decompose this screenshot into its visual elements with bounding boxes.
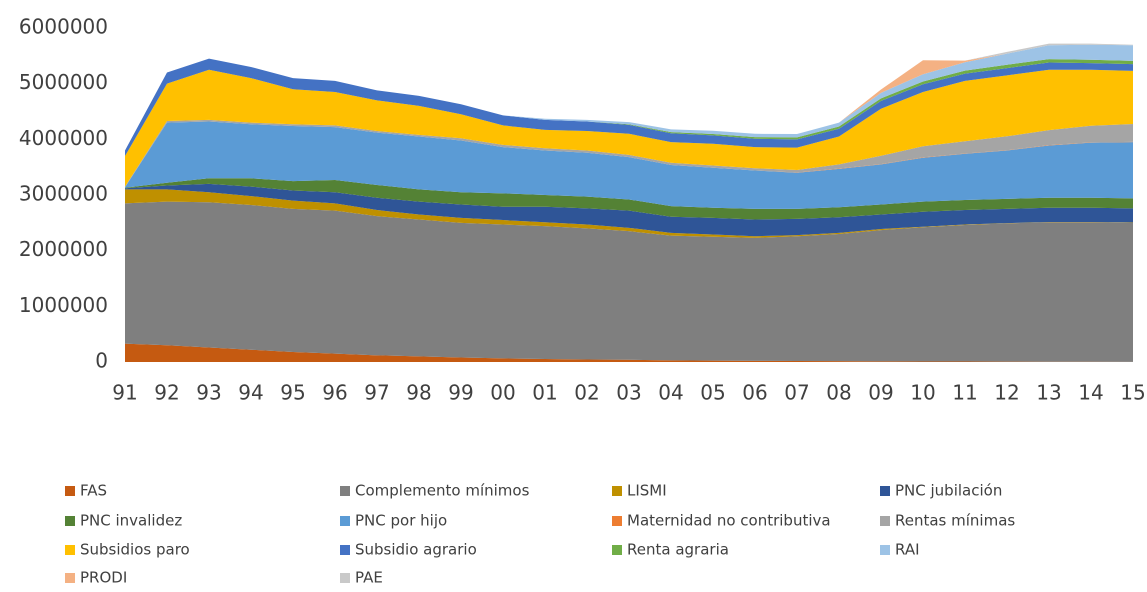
x-tick-label: 94 <box>238 381 263 405</box>
legend-label: FAS <box>80 482 107 500</box>
legend-label: PRODI <box>80 569 127 587</box>
y-tick-label: 4000000 <box>19 126 108 150</box>
x-tick-label: 12 <box>994 381 1019 405</box>
x-tick-label: 04 <box>658 381 683 405</box>
x-tick-label: 02 <box>574 381 599 405</box>
x-tick-label: 91 <box>112 381 137 405</box>
area <box>125 44 1133 151</box>
area <box>125 69 1133 187</box>
legend-swatch <box>65 545 75 555</box>
legend-swatch <box>65 573 75 583</box>
x-tick-label: 13 <box>1036 381 1061 405</box>
x-tick-label: 11 <box>952 381 977 405</box>
legend-label: LISMI <box>627 482 667 500</box>
legend-label: Complemento mínimos <box>355 482 530 500</box>
legend-label: RAI <box>895 541 920 559</box>
x-tick-label: 10 <box>910 381 935 405</box>
y-tick-label: 1000000 <box>19 293 108 317</box>
y-tick-label: 6000000 <box>19 15 108 39</box>
area <box>125 183 1133 237</box>
legend-swatch <box>612 545 622 555</box>
y-tick-label: 5000000 <box>19 70 108 94</box>
legend-label: Maternidad no contributiva <box>627 512 831 530</box>
area <box>125 119 1133 188</box>
area <box>125 201 1133 362</box>
legend-swatch <box>612 516 622 526</box>
x-tick-label: 92 <box>154 381 179 405</box>
legend-swatch <box>612 486 622 496</box>
legend-label: PNC por hijo <box>355 512 447 530</box>
area <box>125 121 1133 209</box>
x-tick-label: 06 <box>742 381 767 405</box>
legend-swatch <box>340 486 350 496</box>
legend-label: Subsidios paro <box>80 541 190 559</box>
x-tick-label: 98 <box>406 381 431 405</box>
area <box>125 58 1133 157</box>
x-tick-label: 08 <box>826 381 851 405</box>
x-tick-label: 09 <box>868 381 893 405</box>
legend-label: PNC jubilación <box>895 482 1002 500</box>
x-tick-label: 03 <box>616 381 641 405</box>
legend-swatch <box>880 545 890 555</box>
legend-swatch <box>65 486 75 496</box>
y-tick-label: 0 <box>95 349 108 373</box>
legend-label: Rentas mínimas <box>895 512 1015 530</box>
x-tick-label: 01 <box>532 381 557 405</box>
legend-swatch <box>340 573 350 583</box>
legend-swatch <box>340 545 350 555</box>
legend-swatch <box>340 516 350 526</box>
area <box>125 189 1133 238</box>
legend-swatch <box>880 516 890 526</box>
legend-label: PNC invalidez <box>80 512 182 530</box>
x-tick-label: 97 <box>364 381 389 405</box>
y-tick-label: 3000000 <box>19 182 108 206</box>
legend-label: Subsidio agrario <box>355 541 477 559</box>
x-tick-label: 96 <box>322 381 347 405</box>
x-tick-label: 00 <box>490 381 515 405</box>
legend-label: Renta agraria <box>627 541 729 559</box>
y-tick-label: 2000000 <box>19 237 108 261</box>
x-tick-label: 15 <box>1120 381 1145 405</box>
area <box>125 178 1133 220</box>
x-tick-label: 14 <box>1078 381 1103 405</box>
area <box>125 343 1133 362</box>
x-tick-label: 99 <box>448 381 473 405</box>
legend-swatch <box>880 486 890 496</box>
x-tick-label: 95 <box>280 381 305 405</box>
x-tick-label: 07 <box>784 381 809 405</box>
x-tick-label: 93 <box>196 381 221 405</box>
x-tick-label: 05 <box>700 381 725 405</box>
legend-label: PAE <box>355 569 383 587</box>
legend-swatch <box>65 516 75 526</box>
